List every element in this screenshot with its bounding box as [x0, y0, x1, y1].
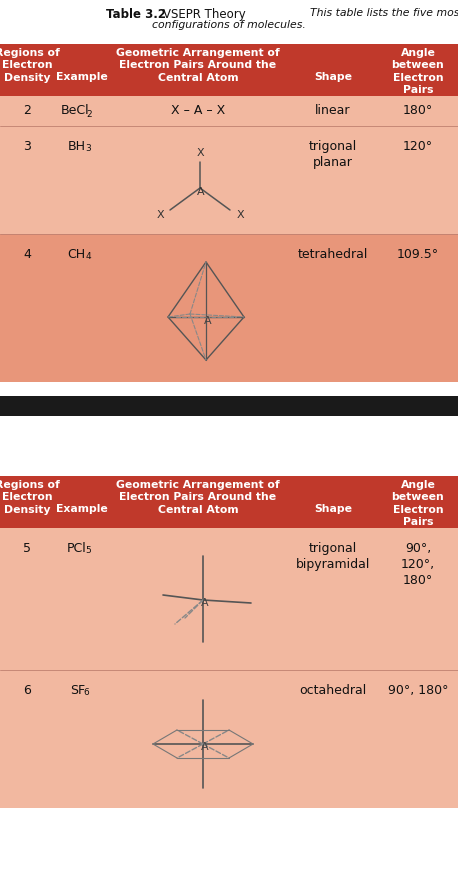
Text: X: X [236, 210, 244, 220]
Text: A: A [197, 187, 205, 197]
Text: 3: 3 [23, 140, 32, 153]
Text: This table lists the five most common electronic: This table lists the five most common el… [310, 8, 458, 18]
Text: BH: BH [67, 140, 86, 153]
Text: Example: Example [55, 72, 107, 82]
Text: BeCl: BeCl [61, 105, 90, 118]
Text: 4: 4 [23, 248, 32, 261]
Text: A: A [204, 316, 212, 326]
Text: Geometric Arrangement of
Electron Pairs Around the
Central Atom: Geometric Arrangement of Electron Pairs … [116, 480, 280, 514]
Text: X – A – X: X – A – X [171, 105, 225, 118]
Text: Shape: Shape [314, 72, 352, 82]
Bar [0, 44, 458, 96]
Text: X: X [196, 148, 204, 158]
Bar [0, 234, 458, 382]
Text: Angle
between
Electron
Pairs: Angle between Electron Pairs [392, 480, 444, 528]
Text: trigonal
planar: trigonal planar [309, 140, 357, 169]
Text: 120°: 120° [403, 140, 433, 153]
Text: 6: 6 [23, 684, 32, 697]
Text: VSEPR Theory: VSEPR Theory [163, 8, 246, 21]
Text: octahedral: octahedral [300, 684, 366, 697]
Text: linear: linear [315, 105, 351, 118]
Text: Geometric Arrangement of
Electron Pairs Around the
Central Atom: Geometric Arrangement of Electron Pairs … [116, 48, 280, 83]
Text: Table 3.2: Table 3.2 [106, 8, 166, 21]
Text: A: A [201, 742, 209, 752]
Text: tetrahedral: tetrahedral [298, 248, 368, 261]
Text: Shape: Shape [314, 504, 352, 514]
Text: Example: Example [55, 504, 107, 514]
Text: PCl: PCl [66, 542, 87, 555]
Bar [0, 96, 458, 126]
Text: Regions of
Electron
Density: Regions of Electron Density [0, 48, 60, 83]
Text: 5: 5 [86, 546, 92, 555]
Text: 3: 3 [86, 144, 92, 153]
Bar [0, 670, 458, 808]
Text: 180°: 180° [403, 105, 433, 118]
Text: 6: 6 [84, 688, 89, 697]
Bar [0, 396, 458, 416]
Text: 2: 2 [87, 110, 93, 119]
Text: CH: CH [67, 248, 86, 261]
Text: Angle
between
Electron
Pairs: Angle between Electron Pairs [392, 48, 444, 95]
Text: 109.5°: 109.5° [397, 248, 439, 261]
Text: configurations of molecules.: configurations of molecules. [152, 20, 306, 30]
Bar [0, 476, 458, 528]
Bar [0, 126, 458, 234]
Text: trigonal
bipyramidal: trigonal bipyramidal [296, 542, 370, 571]
Text: 4: 4 [86, 252, 91, 261]
Text: 2: 2 [23, 105, 32, 118]
Bar [0, 528, 458, 670]
Text: 90°,
120°,
180°: 90°, 120°, 180° [401, 542, 435, 587]
Text: A: A [201, 598, 209, 608]
Text: 5: 5 [23, 542, 32, 555]
Text: 90°, 180°: 90°, 180° [388, 684, 448, 697]
Text: SF: SF [70, 684, 85, 697]
Text: X: X [156, 210, 164, 220]
Text: Regions of
Electron
Density: Regions of Electron Density [0, 480, 60, 514]
